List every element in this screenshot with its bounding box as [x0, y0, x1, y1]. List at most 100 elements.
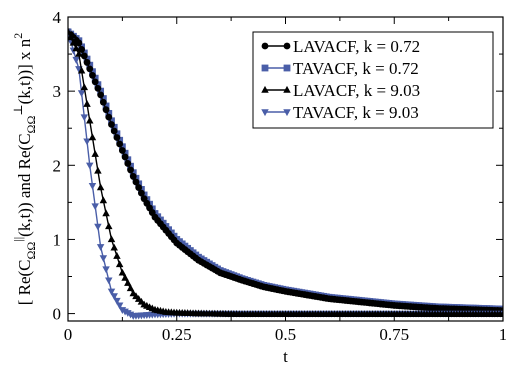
data-point — [113, 252, 121, 259]
legend-item: LAVACF, k = 9.03 — [261, 81, 420, 100]
data-point — [86, 61, 94, 69]
data-point — [97, 87, 105, 95]
data-point — [121, 273, 129, 281]
data-point — [105, 109, 113, 117]
data-point — [118, 143, 126, 151]
data-point — [110, 127, 118, 135]
data-point — [138, 189, 145, 197]
y-axis-label: [ Re(CΩΩ||(k,t)) and Re(CΩΩ⊥(k,t))] x n2 — [11, 33, 38, 306]
data-point — [124, 279, 132, 286]
data-point — [135, 184, 143, 191]
data-point — [88, 182, 97, 190]
data-point — [97, 91, 105, 99]
data-point — [83, 100, 91, 107]
y-tick-label: 3 — [53, 82, 62, 101]
legend-marker — [261, 109, 269, 117]
data-point — [94, 81, 102, 89]
data-point — [68, 27, 72, 35]
data-point — [91, 74, 99, 82]
data-point — [115, 260, 124, 268]
legend-marker — [261, 85, 269, 93]
data-point — [105, 113, 113, 121]
data-point — [80, 114, 89, 122]
data-point — [94, 84, 102, 92]
data-point — [83, 59, 91, 66]
data-point — [129, 173, 137, 180]
data-layer — [68, 27, 503, 320]
data-point — [72, 44, 80, 52]
data-point — [127, 162, 134, 170]
data-point — [94, 223, 102, 231]
x-tick-label: 1 — [499, 325, 506, 344]
data-point — [115, 302, 124, 310]
data-point — [89, 71, 96, 79]
y-tick-label: 1 — [53, 230, 62, 249]
data-point — [99, 255, 108, 263]
data-point — [99, 98, 107, 106]
legend-marker — [261, 42, 269, 50]
data-point — [127, 166, 134, 174]
data-point — [96, 244, 105, 251]
data-point — [105, 277, 113, 285]
data-point — [80, 83, 89, 91]
y-tick-label: 2 — [53, 156, 62, 175]
data-point — [129, 169, 137, 177]
series-3 — [68, 27, 503, 318]
data-point — [86, 116, 94, 124]
data-point — [96, 183, 105, 191]
ylabel-mid: (k,t)) and Re(C — [15, 133, 34, 236]
data-point — [118, 268, 127, 276]
data-point — [86, 65, 94, 73]
ylabel-sup2: ⊥ — [11, 104, 25, 115]
ylabel-close: (k,t))] x n — [15, 38, 34, 104]
data-point — [107, 288, 116, 296]
data-point — [110, 123, 118, 131]
data-point — [86, 162, 94, 170]
ylabel-sup3: 2 — [11, 33, 25, 39]
data-point — [110, 293, 118, 301]
ylabel-sub2: ΩΩ — [24, 116, 38, 134]
data-point — [121, 149, 129, 157]
legend-label: LAVACF, k = 9.03 — [293, 81, 420, 100]
legend-item: LAVACF, k = 0.72 — [261, 37, 420, 56]
ticks-layer — [67, 16, 504, 321]
data-point — [99, 95, 107, 102]
x-tick-label: 0 — [64, 325, 73, 344]
data-point — [91, 150, 99, 157]
y-tick-label: 0 — [53, 305, 62, 324]
data-point — [105, 222, 113, 230]
ylabel-sub1: ΩΩ — [24, 242, 38, 260]
x-tick-label: 0.5 — [275, 325, 296, 344]
data-point — [72, 56, 80, 64]
data-point — [91, 78, 99, 86]
legend-marker — [283, 85, 291, 93]
data-point — [88, 133, 97, 141]
labels-layer: 0 0.25 0.5 0.75 1 0 1 2 3 4 — [53, 8, 506, 344]
y-tick-label: 4 — [53, 8, 62, 27]
legend-box — [252, 31, 494, 129]
data-point — [77, 90, 86, 98]
data-point — [108, 117, 115, 125]
data-point — [113, 130, 121, 138]
legend: LAVACF, k = 0.72 TAVACF, k = 0.72 LAVACF, … — [252, 31, 494, 129]
data-point — [110, 243, 118, 251]
data-point — [102, 209, 110, 217]
data-point — [124, 156, 132, 164]
legend-label: TAVACF, k = 9.03 — [293, 103, 419, 122]
data-point — [89, 68, 96, 76]
data-point — [99, 196, 108, 204]
data-point — [108, 121, 115, 128]
data-point — [80, 52, 88, 60]
data-point — [75, 49, 83, 57]
legend-marker — [283, 42, 291, 50]
legend-label: TAVACF, k = 0.72 — [293, 59, 419, 78]
data-point — [132, 178, 140, 186]
data-point — [68, 33, 75, 41]
data-point — [113, 297, 121, 305]
x-tick-label: 0.25 — [162, 325, 192, 344]
x-tick-label: 0.75 — [379, 325, 409, 344]
data-point — [121, 153, 129, 161]
legend-item: TAVACF, k = 0.72 — [261, 59, 419, 78]
data-point — [77, 66, 86, 74]
